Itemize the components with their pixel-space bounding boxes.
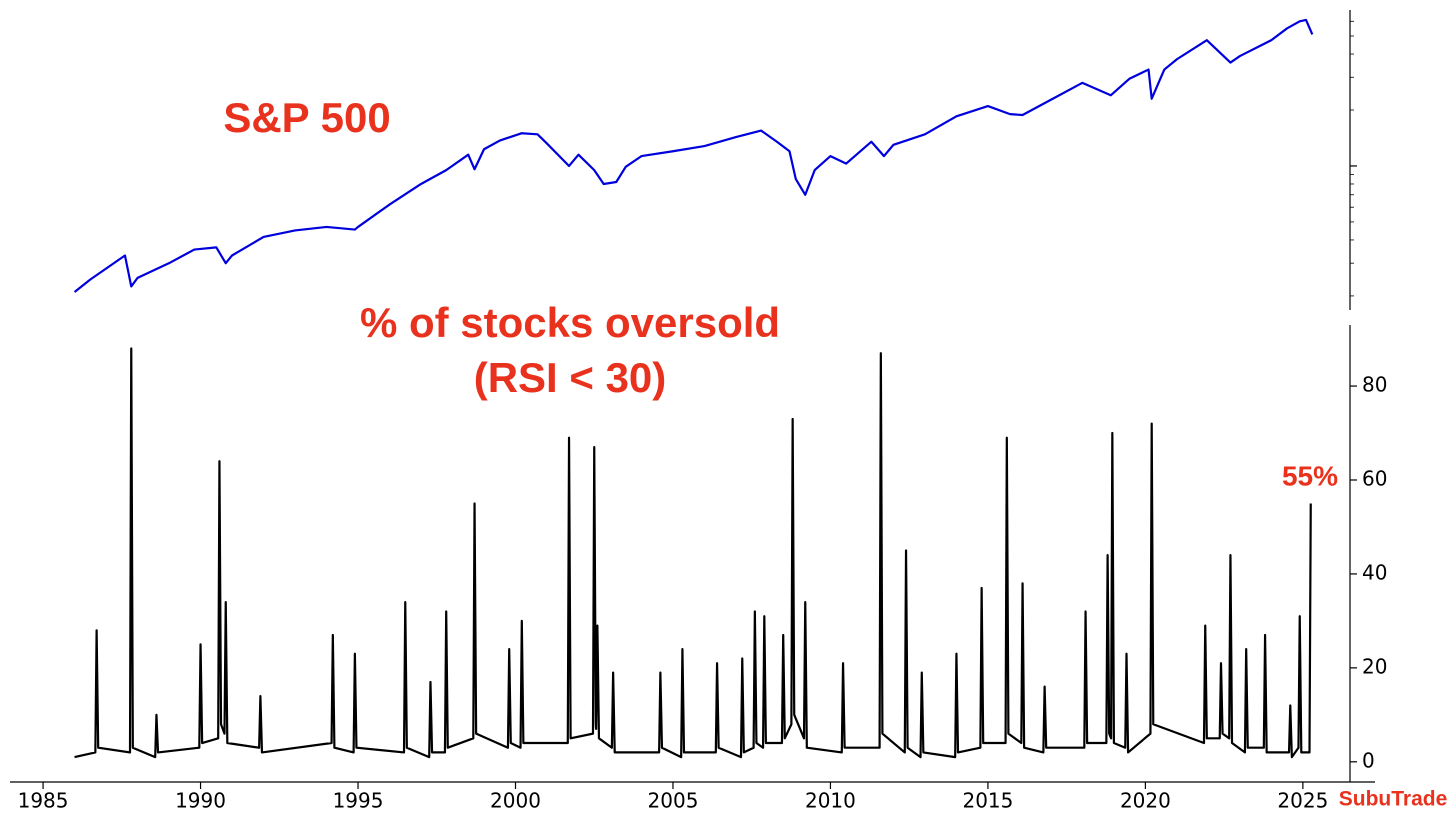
y-tick-label: 60 <box>1362 466 1387 490</box>
x-tick-label: 1995 <box>333 789 384 813</box>
plot-area <box>73 18 1314 759</box>
x-tick-label: 1990 <box>175 789 226 813</box>
y-tick-label: 40 <box>1362 560 1387 584</box>
x-tick-label: 2010 <box>805 789 856 813</box>
x-tick-label: 2025 <box>1277 789 1328 813</box>
annotation: (RSI < 30) <box>474 354 667 401</box>
x-tick-label: 2000 <box>490 789 541 813</box>
x-tick-label: 2020 <box>1120 789 1171 813</box>
watermark: SubuTrade <box>1339 788 1448 811</box>
y-tick-label: 20 <box>1362 654 1387 678</box>
annotation: S&P 500 <box>223 94 390 141</box>
x-tick-label: 1985 <box>18 789 69 813</box>
y-tick-label: 80 <box>1362 373 1387 397</box>
y-tick-label: 0 <box>1362 748 1375 772</box>
series-line <box>73 18 1314 293</box>
annotation: 55% <box>1282 460 1338 491</box>
x-tick-label: 2005 <box>648 789 699 813</box>
annotation: % of stocks oversold <box>360 299 780 346</box>
x-tick-label: 2015 <box>962 789 1013 813</box>
series-line <box>74 347 1312 759</box>
